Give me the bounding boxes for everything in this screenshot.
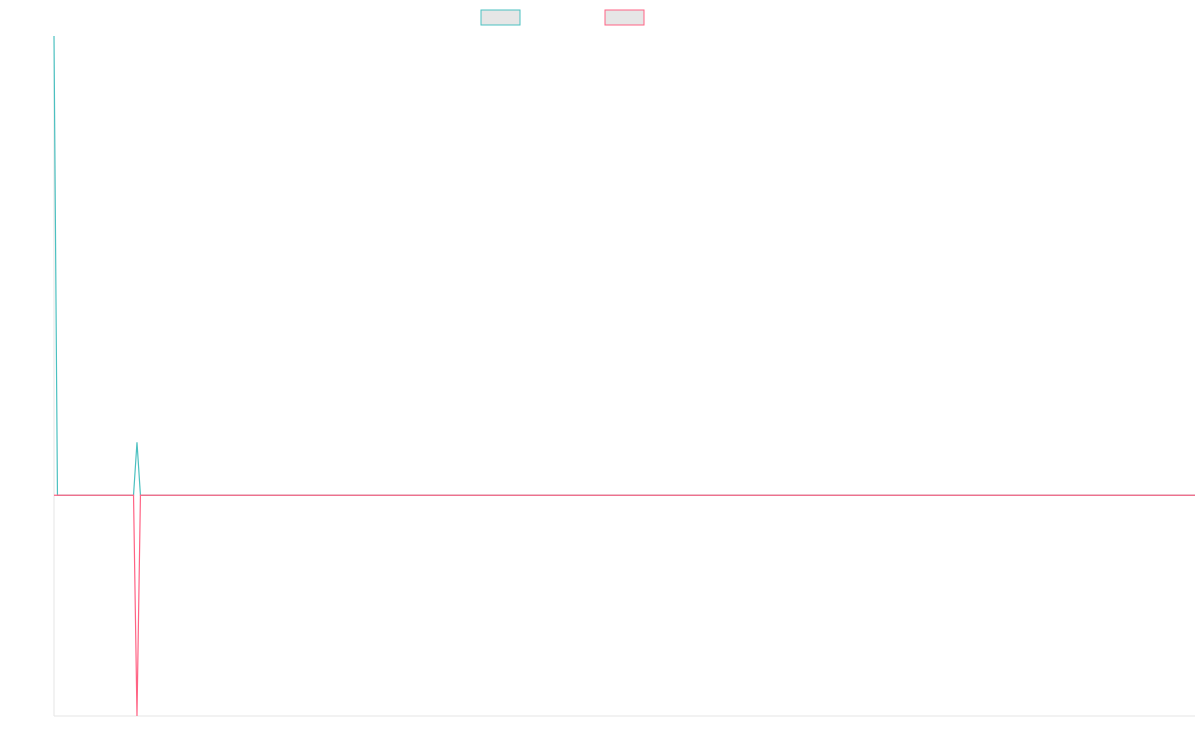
series-line <box>53 35 1195 496</box>
legend-swatch[interactable] <box>480 9 521 26</box>
legend <box>480 9 645 26</box>
legend-swatch[interactable] <box>604 9 645 26</box>
series-line <box>54 494 1195 717</box>
plot-area <box>53 35 1195 717</box>
